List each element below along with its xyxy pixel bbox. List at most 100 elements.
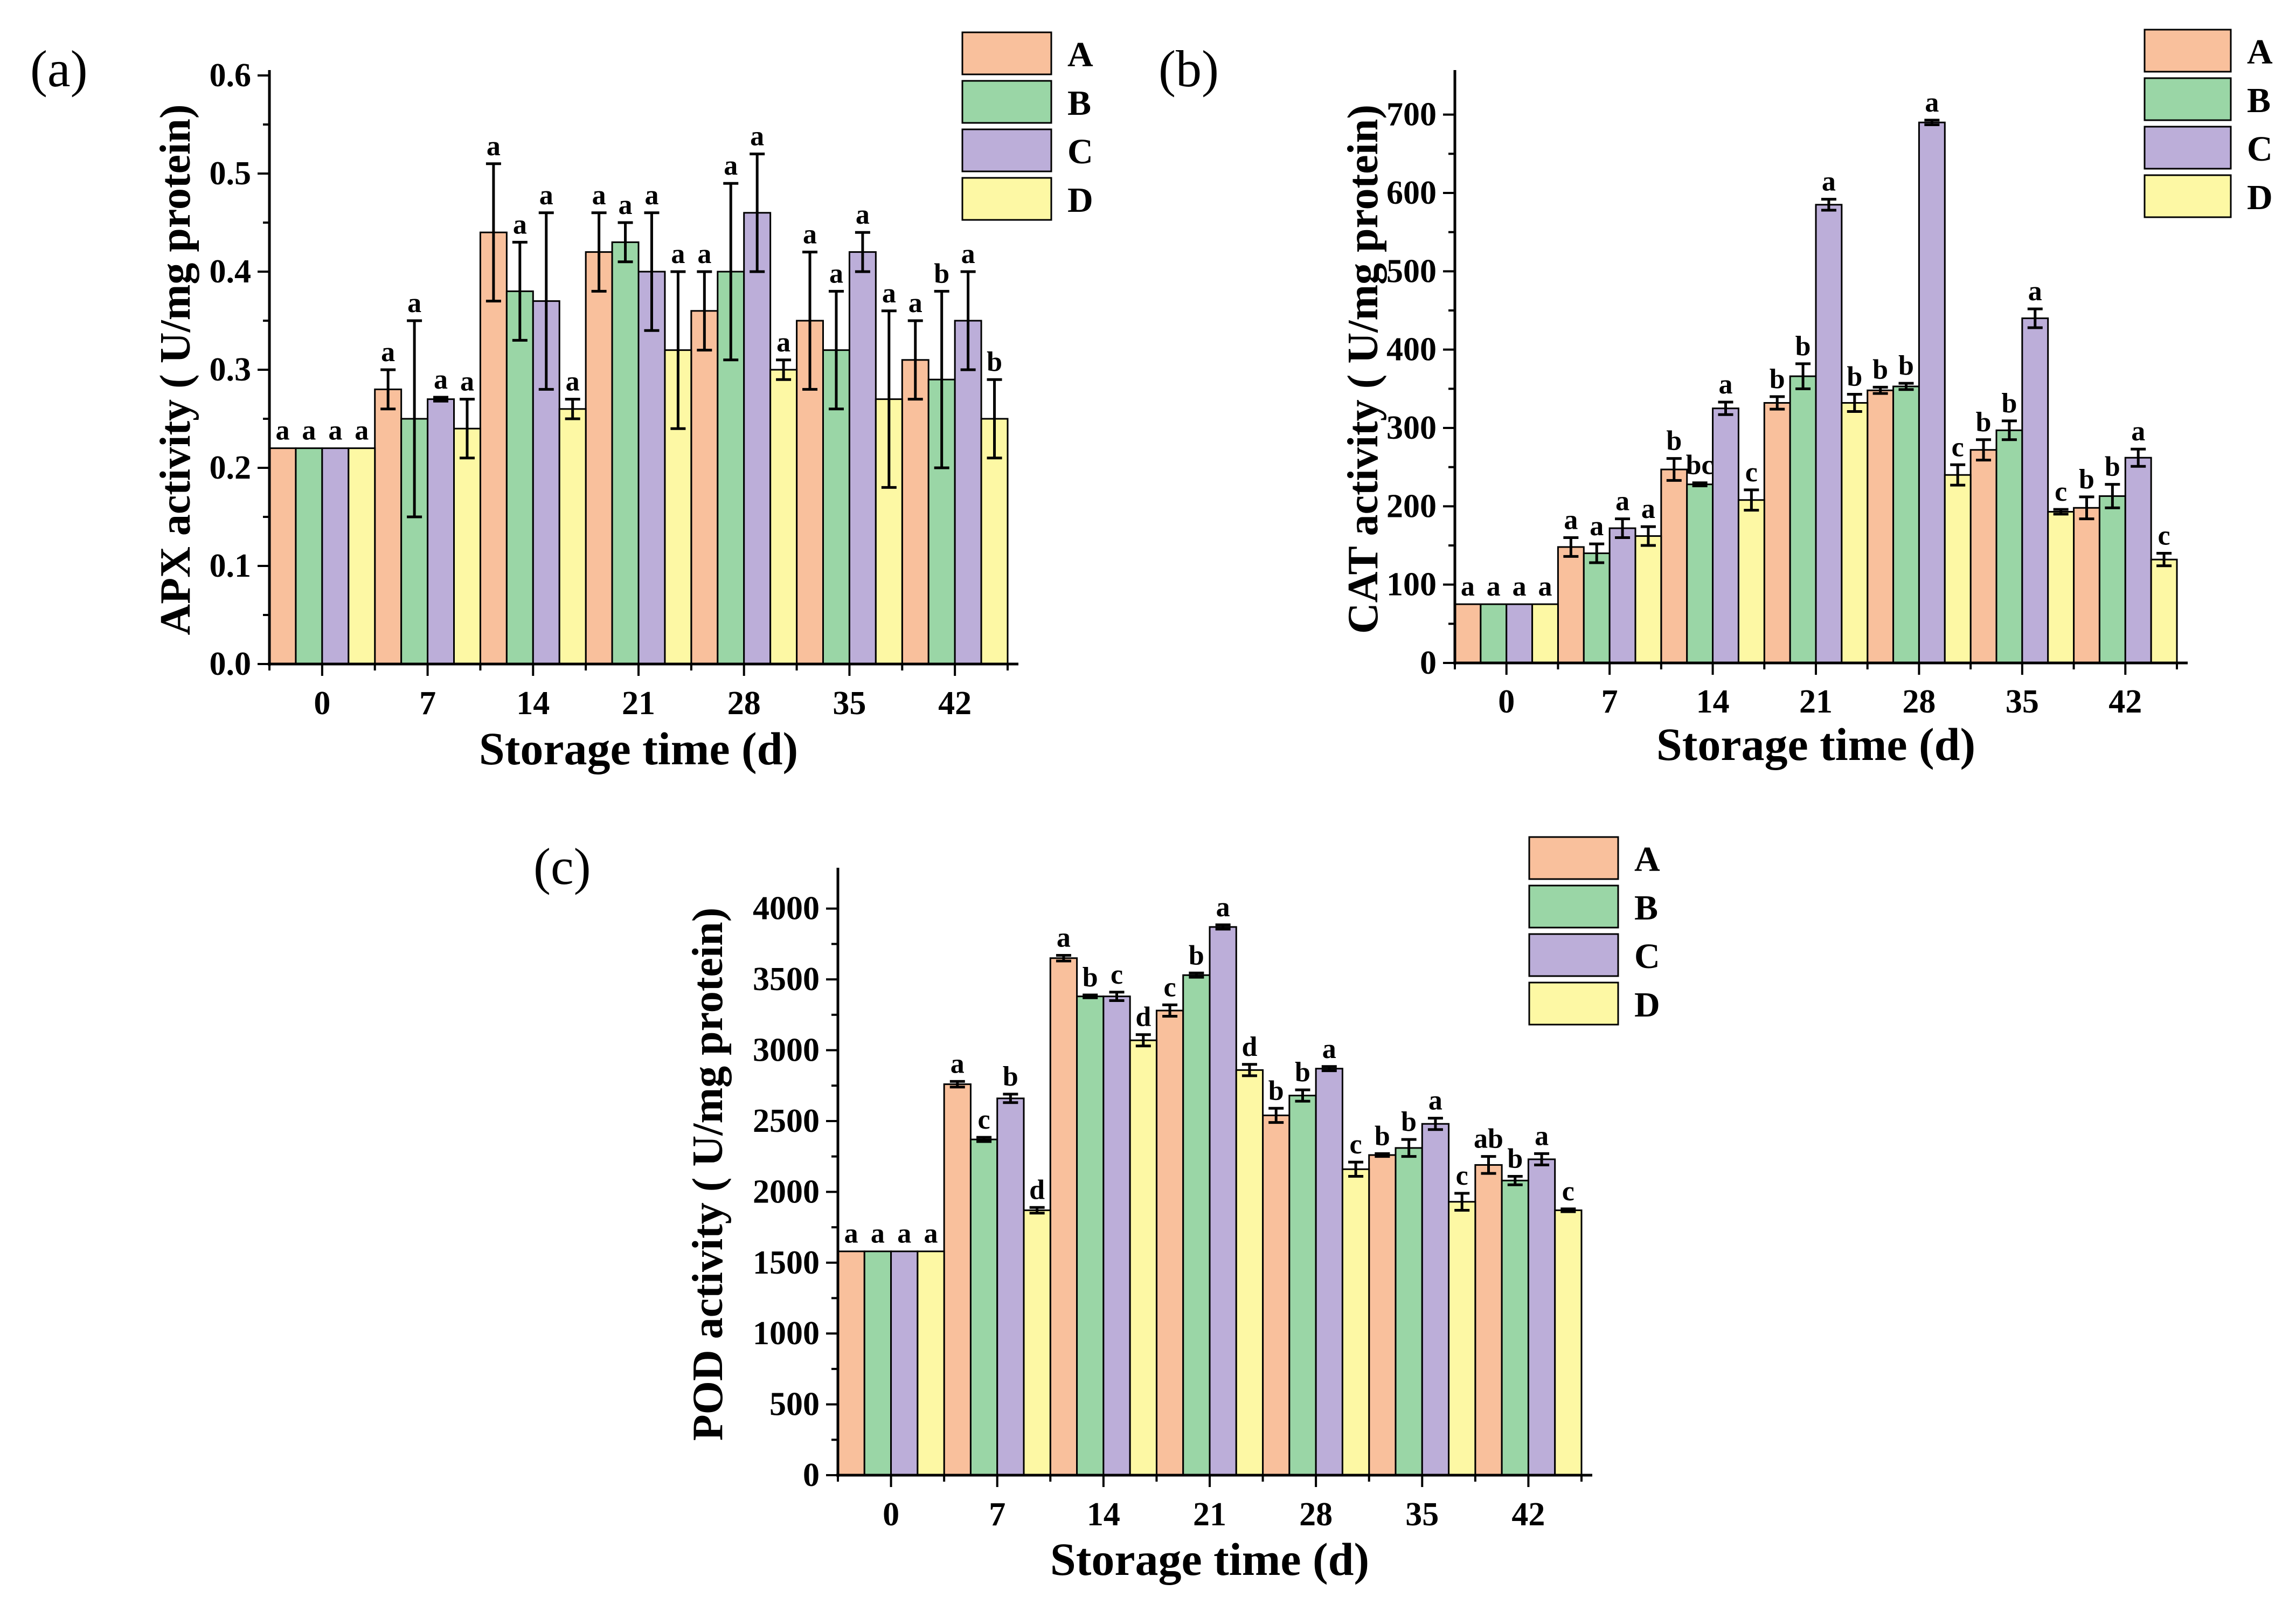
y-tick-label: 400 xyxy=(1386,331,1437,368)
significance-label: b xyxy=(1976,407,1992,438)
legend-label-A: A xyxy=(1067,35,1093,74)
significance-label: a xyxy=(724,150,738,181)
bar-A-42 xyxy=(1474,1164,1503,1476)
significance-label: d xyxy=(1135,1002,1151,1033)
significance-label: b xyxy=(1083,962,1098,993)
bar-C-42 xyxy=(954,320,982,665)
y-tick-label: 600 xyxy=(1386,175,1437,211)
bar-C-14 xyxy=(1102,995,1131,1476)
significance-label: a xyxy=(434,364,448,395)
bar-A-28 xyxy=(1867,389,1895,664)
bar-A-21 xyxy=(585,251,613,665)
bar-D-42 xyxy=(2150,558,2178,664)
significance-label: a xyxy=(619,190,633,220)
legend-label-A: A xyxy=(1634,840,1660,879)
bar-B-7 xyxy=(1583,552,1611,664)
legend-label-D: D xyxy=(1067,181,1093,220)
bar-D-21 xyxy=(1841,402,1869,664)
significance-label: a xyxy=(829,258,843,289)
significance-label: a xyxy=(407,288,421,319)
y-tick-label: 0 xyxy=(1420,645,1437,681)
x-tick-label: 7 xyxy=(419,685,436,722)
bar-D-28 xyxy=(1341,1168,1370,1476)
bar-C-21 xyxy=(1815,204,1843,664)
x-tick-label: 42 xyxy=(938,685,972,722)
significance-label: c xyxy=(2158,521,2170,551)
significance-label: a xyxy=(844,1219,858,1249)
legend-swatch-C xyxy=(961,128,1052,172)
bar-A-14 xyxy=(1049,957,1078,1476)
bar-A-21 xyxy=(1763,402,1791,664)
significance-label: b xyxy=(1872,354,1888,385)
significance-label: b xyxy=(2001,388,2017,419)
x-tick-label: 0 xyxy=(883,1496,899,1533)
significance-label: a xyxy=(2131,416,2145,447)
significance-label: a xyxy=(697,239,711,269)
bar-C-35 xyxy=(2021,317,2049,664)
x-tick-label: 28 xyxy=(727,685,761,722)
bar-D-14 xyxy=(1737,499,1765,664)
significance-label: b xyxy=(1268,1075,1284,1106)
bar-A-0 xyxy=(1454,603,1482,664)
bar-C-42 xyxy=(2124,457,2152,664)
legend-swatch-C xyxy=(1528,933,1619,977)
significance-label: b xyxy=(1507,1143,1523,1174)
significance-label: a xyxy=(1615,486,1629,517)
panel-label: (b) xyxy=(1159,40,1219,98)
bar-C-0 xyxy=(1506,603,1534,664)
significance-label: b xyxy=(1375,1121,1390,1151)
y-tick-label: 3500 xyxy=(753,961,820,998)
legend-swatch-B xyxy=(1528,884,1619,929)
bar-C-28 xyxy=(743,212,772,665)
bar-D-14 xyxy=(558,408,587,665)
bar-A-14 xyxy=(479,231,508,665)
y-axis-title: APX activity ( U/mg protein) xyxy=(152,105,199,635)
significance-label: b xyxy=(1770,364,1785,395)
legend-label-B: B xyxy=(2247,81,2271,120)
bar-C-7 xyxy=(996,1097,1025,1476)
legend-swatch-C xyxy=(2144,126,2232,170)
x-tick-label: 7 xyxy=(1601,683,1618,720)
legend-label-B: B xyxy=(1634,888,1658,928)
y-tick-label: 0.3 xyxy=(210,351,252,388)
bar-D-28 xyxy=(1944,474,1972,664)
significance-label: a xyxy=(951,1048,965,1079)
bar-B-35 xyxy=(1995,429,2023,664)
bar-A-14 xyxy=(1660,468,1688,664)
bar-D-21 xyxy=(1235,1069,1264,1476)
y-tick-label: 0.0 xyxy=(210,646,252,682)
bar-C-0 xyxy=(321,447,350,665)
significance-label: a xyxy=(1487,571,1501,602)
bar-B-28 xyxy=(1892,385,1920,664)
significance-label: a xyxy=(897,1219,911,1249)
legend-swatch-D xyxy=(1528,981,1619,1026)
significance-label: b xyxy=(2079,464,2094,495)
significance-label: a xyxy=(592,180,606,211)
y-tick-label: 0.1 xyxy=(210,548,252,584)
bar-D-42 xyxy=(1554,1209,1583,1476)
significance-label: c xyxy=(978,1104,990,1135)
y-tick-label: 1500 xyxy=(753,1244,820,1281)
bar-A-42 xyxy=(901,359,930,665)
y-tick-label: 3000 xyxy=(753,1032,820,1069)
y-tick-label: 0.2 xyxy=(210,450,252,486)
significance-label: a xyxy=(776,327,790,358)
significance-label: c xyxy=(1952,432,1964,462)
significance-label: a xyxy=(302,416,316,446)
x-tick-label: 21 xyxy=(622,685,655,722)
significance-label: a xyxy=(871,1219,885,1249)
bar-B-14 xyxy=(1686,483,1714,664)
significance-label: a xyxy=(355,416,369,446)
significance-label: b xyxy=(987,347,1002,377)
significance-label: a xyxy=(328,416,342,446)
bar-B-0 xyxy=(1480,603,1508,664)
significance-label: c xyxy=(1111,959,1123,990)
significance-label: c xyxy=(1562,1176,1574,1207)
bar-A-0 xyxy=(268,447,297,665)
significance-label: a xyxy=(671,239,685,269)
x-tick-label: 28 xyxy=(1902,683,1936,720)
significance-label: b xyxy=(1666,426,1682,457)
bar-D-42 xyxy=(980,418,1009,665)
bar-B-42 xyxy=(2098,495,2126,664)
legend-swatch-D xyxy=(961,177,1052,221)
